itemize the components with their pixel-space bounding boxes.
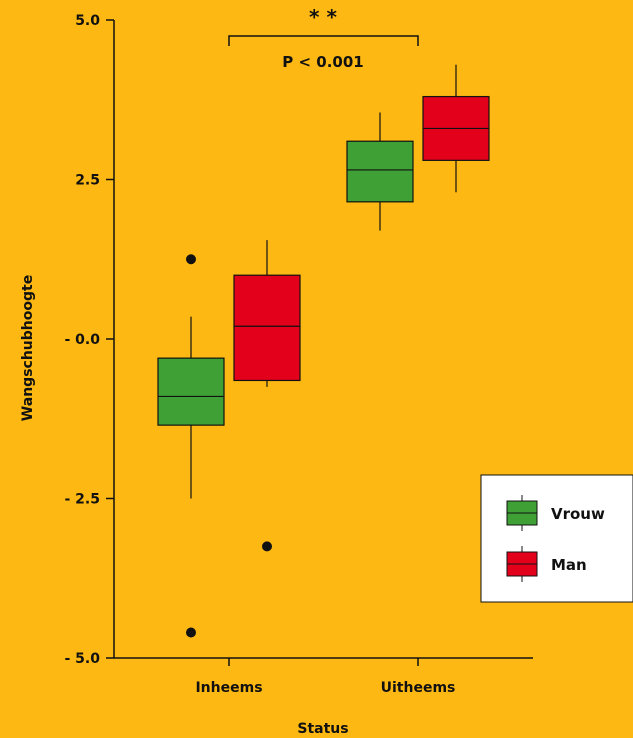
x-axis-title: Status: [297, 721, 348, 737]
outlier-point: [262, 541, 272, 552]
y-tick-label: 5.0: [75, 13, 100, 29]
x-tick-label: Inheems: [195, 680, 262, 696]
box-vrouw-uitheems: [346, 112, 414, 231]
legend-label: Vrouw: [551, 505, 605, 523]
legend: Vrouw Man: [480, 474, 633, 603]
outlier-point: [186, 627, 196, 638]
legend-entry-vrouw: Vrouw: [506, 495, 605, 531]
outlier-point: [186, 254, 196, 265]
significance-stars: * *: [309, 5, 337, 29]
significance-bracket: [228, 35, 419, 46]
y-tick-label: 2.5: [75, 173, 100, 189]
y-tick-label: - 2.5: [65, 492, 101, 508]
p-value-label: P < 0.001: [282, 53, 363, 71]
iqr-box: [157, 357, 225, 426]
boxes: [157, 64, 490, 638]
y-tick-label: - 0.0: [65, 332, 101, 348]
box-man-uitheems: [422, 64, 490, 193]
box-vrouw-inheems: [157, 254, 225, 638]
x-tick-label: Uitheems: [381, 680, 456, 696]
y-ticks: 5.0 2.5 - 0.0 - 2.5 - 5.0: [65, 13, 114, 667]
iqr-box: [346, 140, 414, 203]
iqr-box: [233, 274, 301, 382]
legend-label: Man: [551, 556, 587, 574]
y-axis-title: Wangschubhoogte: [20, 275, 36, 421]
legend-frame: [480, 474, 633, 603]
y-tick-label: - 5.0: [65, 651, 101, 667]
significance-annotation: * * P < 0.001: [228, 5, 419, 71]
box-man-inheems: [233, 240, 301, 552]
x-ticks: Inheems Uitheems: [195, 658, 455, 696]
legend-entry-man: Man: [506, 546, 587, 582]
